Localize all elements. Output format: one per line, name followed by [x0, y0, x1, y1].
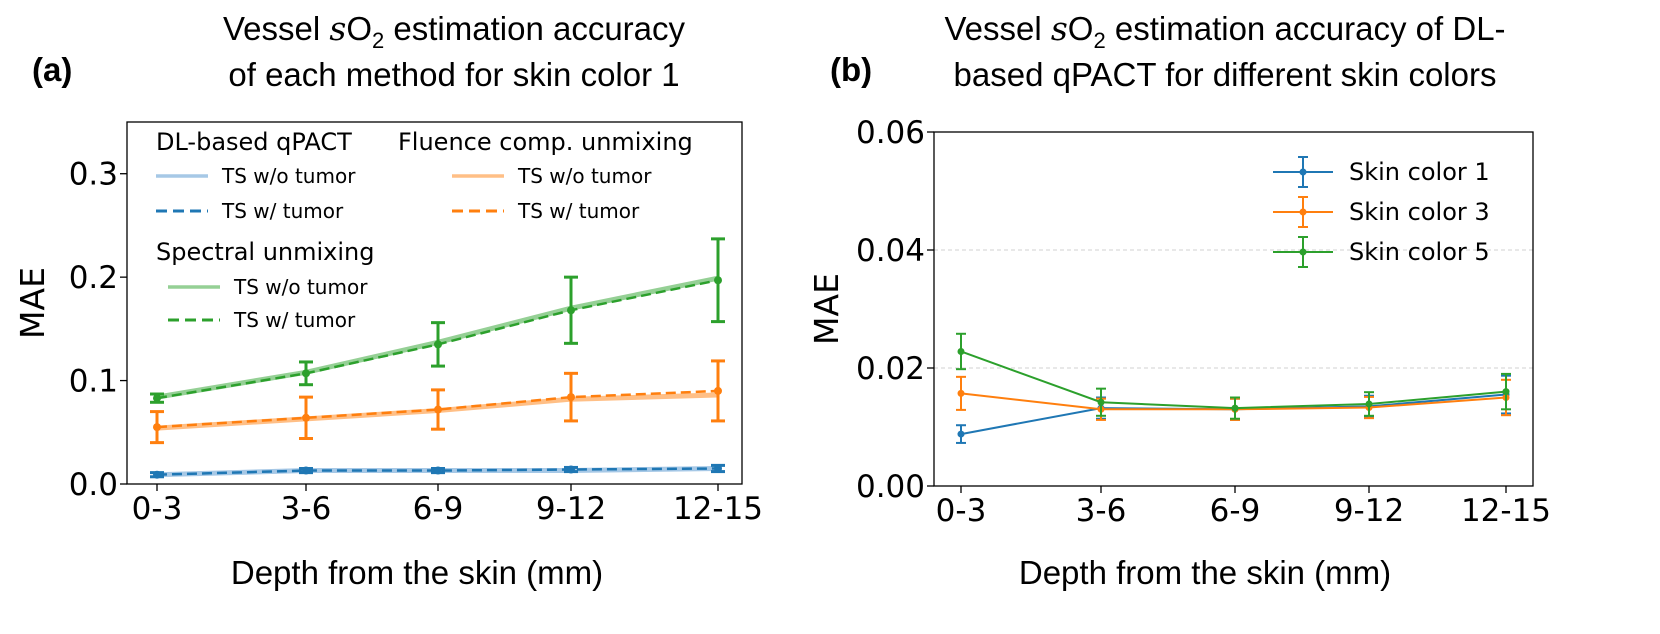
chart-a-data-point — [434, 405, 442, 414]
chart-a-xlabel: Depth from the skin (mm) — [231, 554, 603, 591]
chart-b-axes-frame — [933, 131, 1534, 487]
chart-a-data-point — [714, 276, 722, 285]
legend-b-swatch-marker — [1299, 168, 1307, 176]
chart-b-xtick-label: 12-15 — [1461, 493, 1551, 529]
legend-a-fluence-dashed-label: TS w/ tumor — [517, 199, 640, 223]
panel-b-label: (b) — [830, 51, 872, 88]
chart-a-data-point — [714, 464, 722, 473]
chart-b-data-point — [1365, 400, 1373, 408]
legend-a: DL-based qPACT TS w/o tumor TS w/ tumor … — [156, 128, 693, 332]
chart-a-axes-frame — [126, 121, 743, 485]
chart-b-ytick-label: 0.00 — [856, 469, 925, 505]
chart-b-data-point — [1231, 404, 1239, 412]
panel-a-title-line2: of each method for skin color 1 — [228, 56, 679, 93]
chart-a-series-line-1 — [156, 467, 719, 476]
chart-a-data-point — [567, 393, 575, 402]
chart-a-ytick-label: 0.3 — [69, 157, 118, 193]
chart-b-data-point — [957, 430, 965, 438]
chart-b-xtick-label: 0-3 — [936, 493, 987, 529]
legend-a-spectral-dashed-label: TS w/ tumor — [233, 308, 356, 332]
panel-a-title-line1: Vessel sO2 estimation accuracy — [223, 9, 686, 53]
legend-a-dl-solid-label: TS w/o tumor — [221, 164, 356, 188]
chart-a: 0.0 0.1 0.2 0.3 0-3 3-6 6-9 9-12 12-15 MAE Depth f… — [13, 121, 763, 591]
chart-a-ytick-label: 0.2 — [69, 260, 118, 296]
chart-a-data-point — [567, 306, 575, 315]
chart-a-data-point — [434, 340, 442, 349]
chart-a-data-point — [302, 466, 310, 475]
chart-b-ylabel: MAE — [807, 273, 846, 345]
chart-a-data-point — [302, 413, 310, 422]
legend-b: Skin color 1 Skin color 3 Skin color 5 — [1273, 156, 1490, 268]
legend-a-group-spectral: Spectral unmixing — [156, 238, 375, 266]
chart-a-data-point — [434, 466, 442, 475]
chart-a-ytick-label: 0.1 — [69, 364, 118, 400]
panel-b-title-line1: Vessel sO2 estimation accuracy of DL- — [944, 9, 1505, 53]
chart-b-ytick-label: 0.04 — [856, 233, 925, 269]
chart-a-data-point — [714, 386, 722, 395]
legend-a-spectral-solid-label: TS w/o tumor — [233, 275, 368, 299]
legend-b-swatch-marker — [1299, 208, 1307, 216]
chart-b-data-point — [1502, 388, 1510, 396]
chart-b: 0.00 0.02 0.04 0.06 0-3 3-6 6-9 9-12 12-15 MAE Dep… — [807, 115, 1551, 591]
chart-a-xtick-label: 12-15 — [673, 491, 763, 527]
chart-b-series-line-0 — [960, 393, 1507, 436]
chart-b-ytick-label: 0.06 — [856, 115, 925, 151]
chart-a-ylabel: MAE — [13, 267, 52, 339]
chart-a-xtick-label: 6-9 — [413, 491, 464, 527]
chart-a-xtick-label: 3-6 — [281, 491, 332, 527]
chart-a-data-point — [153, 423, 161, 432]
panel-b-title-line2: based qPACT for different skin colors — [954, 56, 1497, 93]
chart-a-data-point — [153, 394, 161, 403]
chart-a-series-line-3 — [156, 389, 719, 429]
chart-b-xtick-label: 6-9 — [1210, 493, 1261, 529]
chart-a-data-point — [302, 369, 310, 378]
legend-b-swatch-marker — [1299, 248, 1307, 256]
legend-a-group-dl: DL-based qPACT — [156, 128, 352, 156]
chart-b-xlabel: Depth from the skin (mm) — [1019, 554, 1391, 591]
chart-a-xtick-label: 9-12 — [536, 491, 606, 527]
chart-b-data-point — [1097, 398, 1105, 406]
legend-b-label: Skin color 3 — [1349, 198, 1490, 226]
chart-b-xtick-label: 3-6 — [1076, 493, 1127, 529]
chart-a-data-point — [567, 465, 575, 474]
chart-b-data-point — [957, 347, 965, 355]
chart-b-xtick-label: 9-12 — [1334, 493, 1404, 529]
chart-b-ytick-label: 0.02 — [856, 351, 925, 387]
legend-b-label: Skin color 5 — [1349, 238, 1490, 266]
legend-a-dl-dashed-label: TS w/ tumor — [221, 199, 344, 223]
chart-a-ytick-label: 0.0 — [69, 467, 118, 503]
chart-a-xtick-label: 0-3 — [132, 491, 183, 527]
panel-a-label: (a) — [32, 51, 72, 88]
legend-a-group-fluence: Fluence comp. unmixing — [398, 128, 693, 156]
legend-a-fluence-solid-label: TS w/o tumor — [517, 164, 652, 188]
chart-b-data-point — [957, 389, 965, 397]
legend-b-label: Skin color 1 — [1349, 158, 1490, 186]
chart-a-data-point — [153, 470, 161, 479]
